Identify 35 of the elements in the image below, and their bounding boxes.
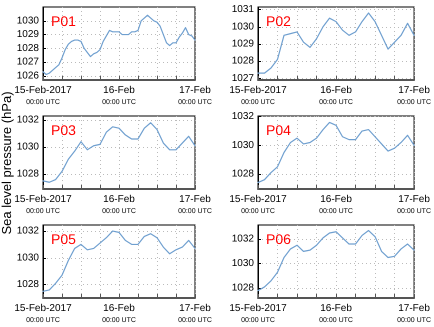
y-tick-label: 1028 <box>16 42 40 54</box>
y-tick-label: 1032 <box>16 114 40 126</box>
y-tick-label: 1031 <box>232 4 254 16</box>
text: P04 <box>266 122 292 138</box>
line-series <box>42 122 196 183</box>
y-tick-label: 1028 <box>16 168 40 180</box>
chart-title: P03 <box>51 122 76 138</box>
y-axis-title: Sea level pressure (hPa) <box>0 90 15 237</box>
y-tick-label: 1032 <box>16 226 40 237</box>
y-tick-label: 1026 <box>16 70 40 82</box>
y-tick-label: 1032 <box>232 234 254 245</box>
y-tick-label: 1028 <box>232 168 254 180</box>
chart-title: P05 <box>51 231 76 247</box>
y-tick-label: 1028 <box>232 56 254 67</box>
y-tick-label: 1030 <box>232 21 254 32</box>
line-series <box>257 12 415 74</box>
y-tick-label: 1030 <box>232 140 254 151</box>
chart-title: P06 <box>266 231 292 247</box>
line-series <box>42 230 196 292</box>
y-tick-label: 1028 <box>16 279 40 290</box>
line-series <box>257 230 415 292</box>
y-tick-label: 1027 <box>16 56 40 68</box>
y-tick-label: 1030 <box>232 258 254 270</box>
line-series <box>42 14 196 76</box>
y-tick-label: 1030 <box>16 15 40 26</box>
y-tick-label: 1030 <box>16 142 40 153</box>
y-tick-label: 1030 <box>16 252 40 264</box>
y-tick-label: 1032 <box>232 111 254 122</box>
chart-title: P02 <box>266 13 292 29</box>
line-series <box>257 122 415 184</box>
y-tick-label: 1029 <box>232 38 254 50</box>
y-tick-label: 1029 <box>16 29 40 40</box>
y-tick-label: 1028 <box>232 282 254 294</box>
y-tick-label: 1027 <box>232 72 254 84</box>
chart-title: P01 <box>51 13 76 29</box>
